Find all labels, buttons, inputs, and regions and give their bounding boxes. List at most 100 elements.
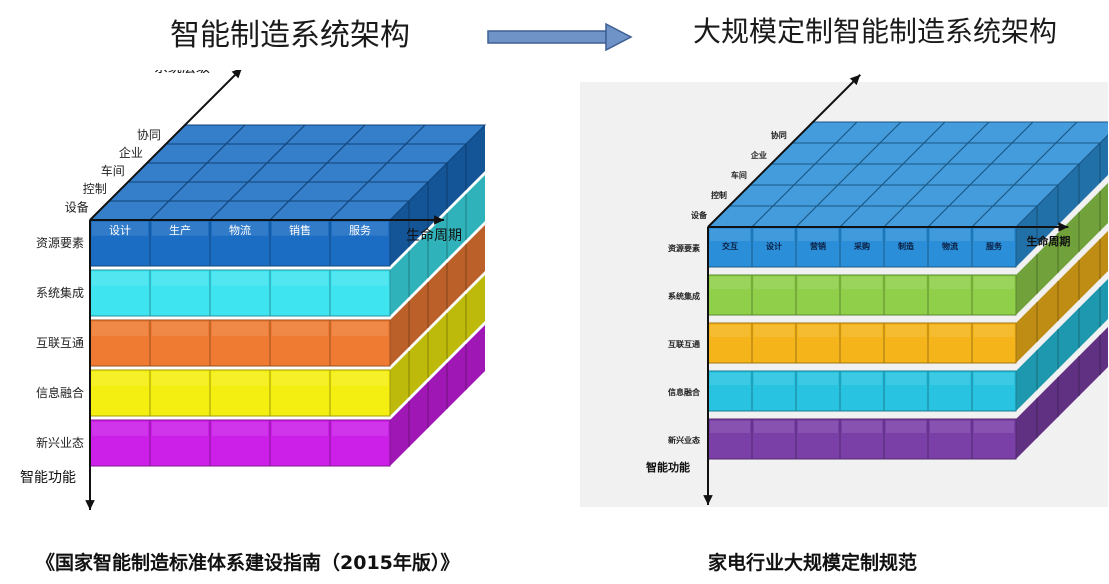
system-level-label: 控制	[83, 182, 107, 196]
cell-highlight	[152, 322, 208, 336]
layer-side-face	[1016, 183, 1108, 315]
cell-highlight	[974, 277, 1014, 289]
function-label: 资源要素	[36, 236, 84, 250]
cell-highlight	[930, 229, 970, 241]
cell-highlight	[798, 325, 838, 337]
cell-highlight	[272, 222, 328, 236]
right-caption: 家电行业大规模定制规范	[708, 552, 918, 574]
cell-highlight	[930, 421, 970, 433]
system-level-label: 车间	[731, 170, 747, 180]
function-label: 新兴业态	[36, 435, 84, 450]
cell-highlight	[92, 372, 148, 386]
cell-highlight	[754, 421, 794, 433]
cell-highlight	[152, 372, 208, 386]
layer-side-face	[1016, 279, 1108, 411]
layer-side-face	[1016, 135, 1108, 267]
layer-side-face	[1016, 231, 1108, 363]
cell-highlight	[974, 325, 1014, 337]
lifecycle-axis-label: 生命周期	[1026, 234, 1070, 248]
cell-highlight	[332, 422, 388, 436]
cell-highlight	[212, 422, 268, 436]
system-level-axis	[707, 74, 861, 228]
cell-highlight	[152, 272, 208, 286]
cell-highlight	[754, 325, 794, 337]
cell-highlight	[842, 325, 882, 337]
top-cell	[404, 124, 487, 145]
lifecycle-label: 物流	[942, 241, 958, 251]
lifecycle-label: 服务	[349, 224, 371, 237]
cell-highlight	[754, 229, 794, 241]
function-label: 互联互通	[36, 336, 84, 350]
function-label: 互联互通	[668, 339, 700, 349]
function-label: 信息融合	[668, 387, 701, 397]
transition-arrow-icon	[487, 22, 633, 52]
cell-highlight	[332, 272, 388, 286]
cell-highlight	[842, 373, 882, 385]
cell-highlight	[332, 222, 388, 236]
lifecycle-label: 生产	[169, 223, 191, 237]
cell-highlight	[886, 325, 926, 337]
system-level-label: 协同	[137, 127, 161, 142]
cell-highlight	[212, 272, 268, 286]
system-level-label: 控制	[711, 190, 727, 200]
function-axis-label: 智能功能	[646, 460, 690, 474]
function-label: 系统集成	[668, 291, 700, 301]
lifecycle-label: 服务	[986, 241, 1003, 251]
cell-highlight	[332, 322, 388, 336]
function-label: 信息融合	[36, 385, 84, 400]
cell-highlight	[272, 272, 328, 286]
cell-highlight	[974, 421, 1014, 433]
layer-side-face	[390, 125, 485, 266]
function-axis-label: 智能功能	[20, 470, 76, 486]
cell-highlight	[930, 325, 970, 337]
cell-highlight	[92, 322, 148, 336]
system-level-label: 设备	[691, 210, 708, 220]
lifecycle-axis-arrow-icon	[1058, 222, 1069, 232]
cell-highlight	[930, 373, 970, 385]
system-level-label: 企业	[750, 150, 767, 160]
cell-highlight	[798, 277, 838, 289]
cell-highlight	[974, 229, 1014, 241]
cell-highlight	[272, 422, 328, 436]
system-axis-arrow-icon	[231, 70, 242, 79]
layer-side-face	[390, 275, 485, 416]
lifecycle-axis-label: 生命周期	[406, 227, 462, 244]
cell-highlight	[886, 229, 926, 241]
cell-highlight	[92, 422, 148, 436]
cell-highlight	[332, 372, 388, 386]
cell-highlight	[710, 277, 750, 289]
lifecycle-label: 制造	[898, 241, 914, 251]
cell-highlight	[754, 277, 794, 289]
cell-highlight	[842, 277, 882, 289]
right-title: 大规模定制智能制造系统架构	[693, 15, 1058, 48]
lifecycle-label: 采购	[853, 241, 870, 251]
cell-highlight	[710, 325, 750, 337]
cell-highlight	[842, 229, 882, 241]
layer-side-face	[1016, 327, 1108, 459]
lifecycle-label: 营销	[810, 241, 826, 251]
lifecycle-label: 销售	[289, 223, 311, 237]
system-level-label: 协同	[771, 130, 787, 140]
cell-highlight	[798, 373, 838, 385]
cell-highlight	[710, 421, 750, 433]
cell-highlight	[710, 373, 750, 385]
cell-highlight	[710, 229, 750, 241]
cell-highlight	[152, 422, 208, 436]
lifecycle-label: 交互	[722, 241, 738, 251]
cell-highlight	[798, 229, 838, 241]
lifecycle-label: 设计	[109, 224, 131, 237]
cell-highlight	[272, 372, 328, 386]
left-caption: 《国家智能制造标准体系建设指南（2015年版）》	[36, 552, 460, 574]
system-level-label: 企业	[119, 145, 143, 160]
function-axis-arrow-icon	[703, 495, 713, 505]
cell-highlight	[152, 222, 208, 236]
cell-highlight	[886, 373, 926, 385]
system-axis-arrow-icon	[849, 74, 861, 86]
layer-side-face	[390, 325, 485, 466]
cell-highlight	[212, 322, 268, 336]
system-level-label: 设备	[65, 200, 89, 214]
cell-highlight	[272, 322, 328, 336]
cell-highlight	[886, 421, 926, 433]
